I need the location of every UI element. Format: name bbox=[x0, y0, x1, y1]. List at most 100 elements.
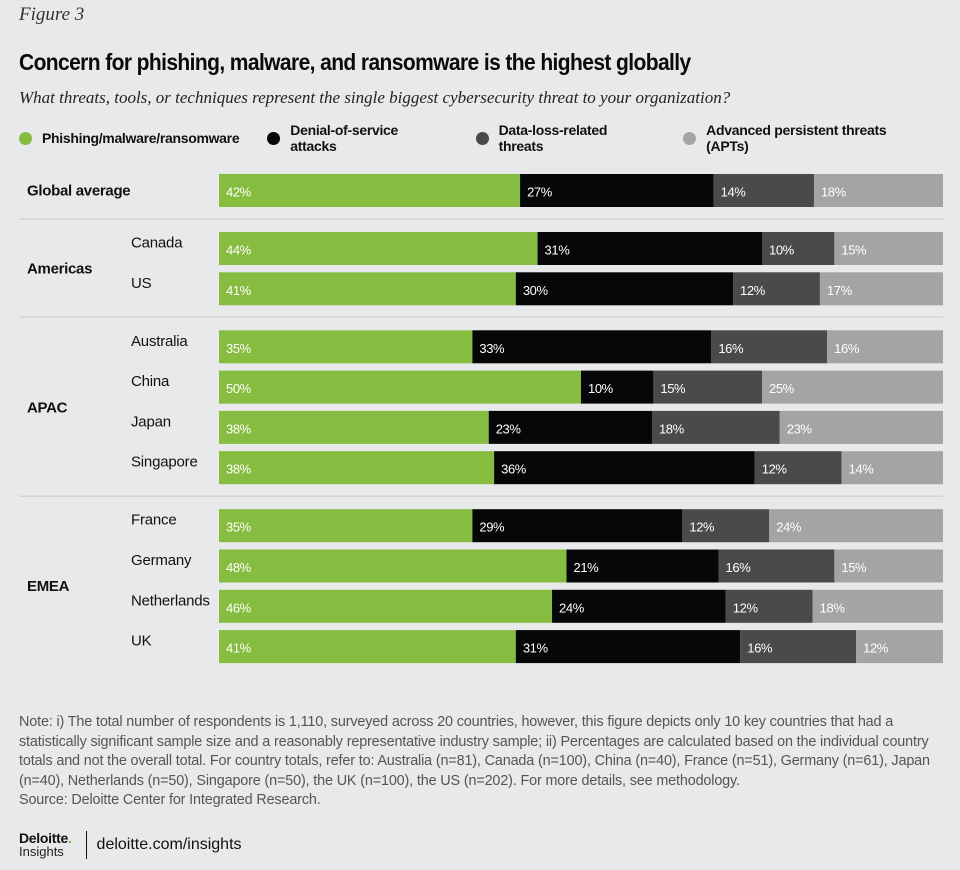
figure-label: Figure 3 bbox=[19, 4, 85, 25]
country-label: France bbox=[131, 512, 177, 529]
data-label: 29% bbox=[479, 520, 505, 535]
bar-segment bbox=[834, 232, 943, 265]
chart-notes: Note: i) The total number of respondents… bbox=[19, 713, 944, 811]
country-label: Singapore bbox=[131, 454, 198, 471]
data-label: 17% bbox=[827, 283, 853, 298]
bar-segment bbox=[653, 370, 762, 404]
data-label: 12% bbox=[740, 283, 766, 298]
bar-segment bbox=[219, 549, 567, 583]
data-label: 50% bbox=[226, 381, 252, 396]
legend-item-apt: Advanced persistent threats (APTs) bbox=[683, 122, 932, 154]
bar-segment bbox=[219, 410, 489, 444]
data-label: 23% bbox=[787, 421, 813, 436]
bar-segment bbox=[219, 330, 473, 364]
data-label: 16% bbox=[747, 641, 773, 656]
legend-label: Phishing/malware/ransomware bbox=[42, 130, 240, 146]
bar-segment bbox=[725, 589, 813, 623]
data-label: 38% bbox=[226, 462, 252, 477]
data-label: 15% bbox=[660, 381, 686, 396]
data-label: 46% bbox=[226, 600, 252, 615]
data-label: 41% bbox=[226, 641, 252, 656]
legend-label: Advanced persistent threats (APTs) bbox=[706, 122, 887, 154]
note-text: Note: i) The total number of respondents… bbox=[19, 714, 930, 789]
legend-item-phishing: Phishing/malware/ransomware bbox=[19, 130, 240, 146]
bar-segment bbox=[515, 630, 741, 664]
data-label: 16% bbox=[834, 341, 860, 356]
data-label: 35% bbox=[226, 520, 252, 535]
bar-segment bbox=[515, 272, 734, 306]
deloitte-insights-logo: Deloitte. Insights bbox=[19, 831, 72, 859]
bar-segment bbox=[740, 630, 857, 664]
bar-segment bbox=[219, 232, 538, 265]
bar-segment bbox=[472, 509, 683, 543]
bar-segment bbox=[713, 174, 814, 207]
source-text: Source: Deloitte Center for Integrated R… bbox=[19, 792, 321, 808]
logo-subtitle: Insights bbox=[19, 844, 64, 859]
group-label: EMEA bbox=[27, 578, 70, 595]
bar-segment bbox=[682, 509, 770, 543]
data-label: 44% bbox=[226, 243, 252, 258]
data-label: 27% bbox=[527, 185, 553, 200]
footer-url-link[interactable]: deloitte.com/insights bbox=[96, 836, 242, 853]
country-label: Canada bbox=[131, 235, 183, 252]
bar-segment bbox=[813, 174, 943, 207]
data-label: 16% bbox=[718, 341, 744, 356]
data-label: 48% bbox=[226, 560, 252, 575]
data-label: 18% bbox=[659, 421, 685, 436]
data-label: 24% bbox=[559, 600, 585, 615]
legend-swatch-icon bbox=[475, 131, 489, 145]
data-label: 25% bbox=[769, 381, 795, 396]
bar-segment bbox=[488, 410, 652, 444]
bar-segment bbox=[841, 451, 943, 485]
data-label: 10% bbox=[588, 381, 614, 396]
bar-segment bbox=[219, 451, 495, 485]
legend-swatch-icon bbox=[683, 131, 697, 145]
data-label: 12% bbox=[689, 520, 715, 535]
data-label: 41% bbox=[226, 283, 252, 298]
data-label: 31% bbox=[545, 243, 571, 258]
bar-segment bbox=[219, 630, 516, 664]
bar-segment bbox=[834, 549, 943, 583]
bar-segment bbox=[733, 272, 820, 306]
bar-segment bbox=[494, 451, 755, 485]
bar-segment bbox=[819, 272, 943, 306]
legend-swatch-icon bbox=[19, 131, 32, 145]
bar-segment bbox=[754, 451, 842, 485]
bar-segment bbox=[769, 509, 943, 543]
bar-segment bbox=[472, 330, 712, 364]
bar-segment bbox=[718, 549, 835, 583]
data-label: 42% bbox=[226, 185, 252, 200]
data-label: 31% bbox=[523, 641, 549, 656]
stacked-bar-chart: Global average 42% 27% 14% 18% Americas Canada… bbox=[19, 174, 943, 664]
bar-segment bbox=[651, 410, 780, 444]
data-label: 33% bbox=[479, 341, 505, 356]
data-label: 18% bbox=[820, 600, 846, 615]
bar-segment bbox=[779, 410, 943, 444]
footer: Deloitte. Insights deloitte.com/insights bbox=[19, 831, 242, 859]
data-label: 10% bbox=[769, 243, 795, 258]
group-label: Americas bbox=[27, 261, 92, 278]
bar-segment bbox=[856, 630, 943, 664]
logo-wordmark: Deloitte. bbox=[19, 830, 72, 846]
bar-segment bbox=[219, 509, 473, 543]
data-label: 18% bbox=[821, 185, 847, 200]
chart-subtitle: What threats, tools, or techniques repre… bbox=[19, 88, 731, 107]
data-label: 35% bbox=[226, 341, 252, 356]
country-label: US bbox=[131, 275, 152, 292]
bar-segment bbox=[552, 589, 726, 623]
group-label: APAC bbox=[27, 399, 68, 416]
data-label: 12% bbox=[762, 462, 788, 477]
group-label: Global average bbox=[27, 183, 130, 200]
data-label: 15% bbox=[841, 243, 867, 258]
legend-label: Data-loss-related threats bbox=[498, 122, 608, 154]
footer-divider bbox=[85, 831, 87, 859]
bar-segment bbox=[827, 330, 943, 364]
data-label: 36% bbox=[501, 462, 527, 477]
data-label: 14% bbox=[721, 185, 747, 200]
bar-segment bbox=[219, 272, 516, 306]
bar-segment bbox=[537, 232, 762, 265]
legend-item-data-loss: Data-loss-related threats bbox=[475, 122, 656, 154]
bar-segment bbox=[219, 589, 553, 623]
bar-segment bbox=[812, 589, 943, 623]
bar-segment bbox=[762, 232, 835, 265]
